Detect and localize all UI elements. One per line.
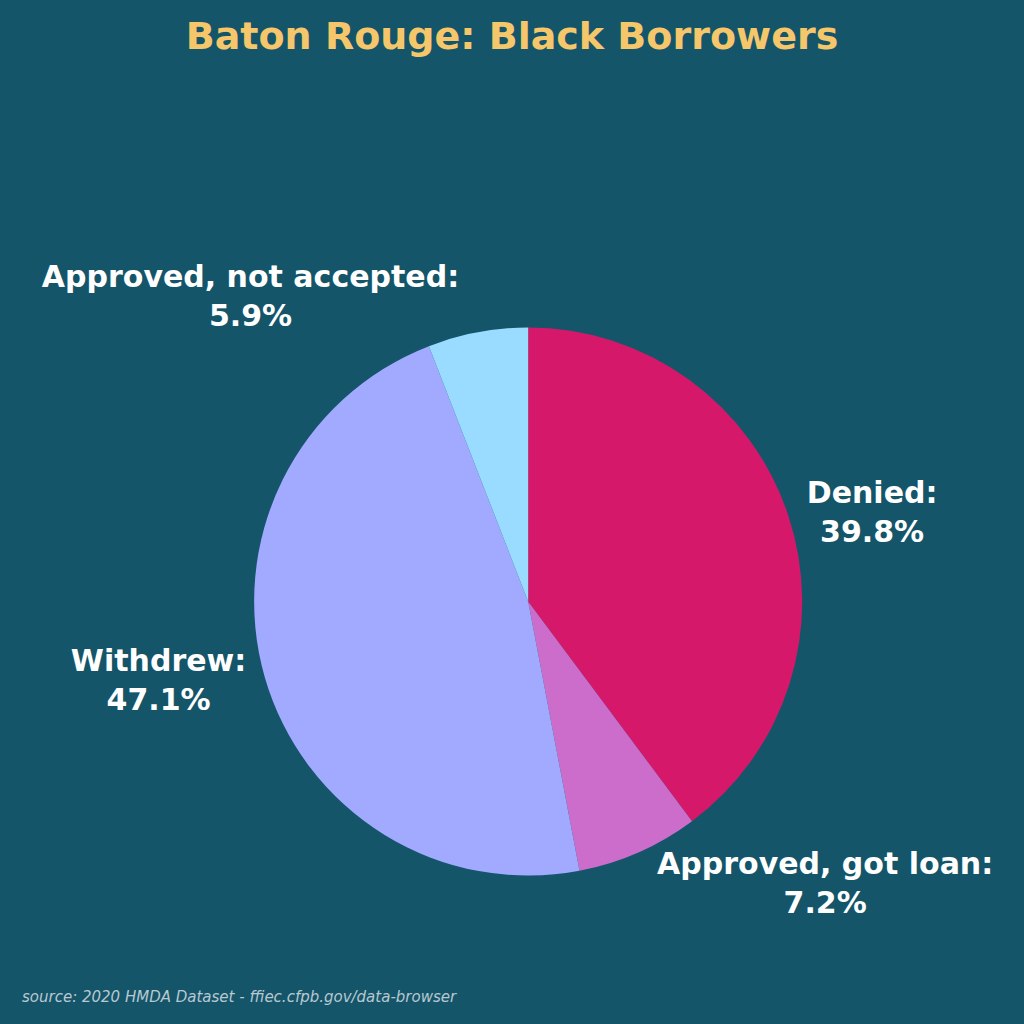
svg-text:Withdrew:47.1%: Withdrew:47.1% [71,643,246,717]
svg-text:Approved, got loan:7.2%: Approved, got loan:7.2% [657,846,993,920]
svg-text:Approved, not accepted:5.9%: Approved, not accepted:5.9% [42,259,459,333]
svg-text:Denied:39.8%: Denied:39.8% [807,475,938,549]
svg-text:Baton Rouge: Black Borrowers: Baton Rouge: Black Borrowers [186,14,839,58]
svg-text:source: 2020 HMDA Dataset - ff: source: 2020 HMDA Dataset - ffiec.cfpb.g… [22,988,457,1006]
